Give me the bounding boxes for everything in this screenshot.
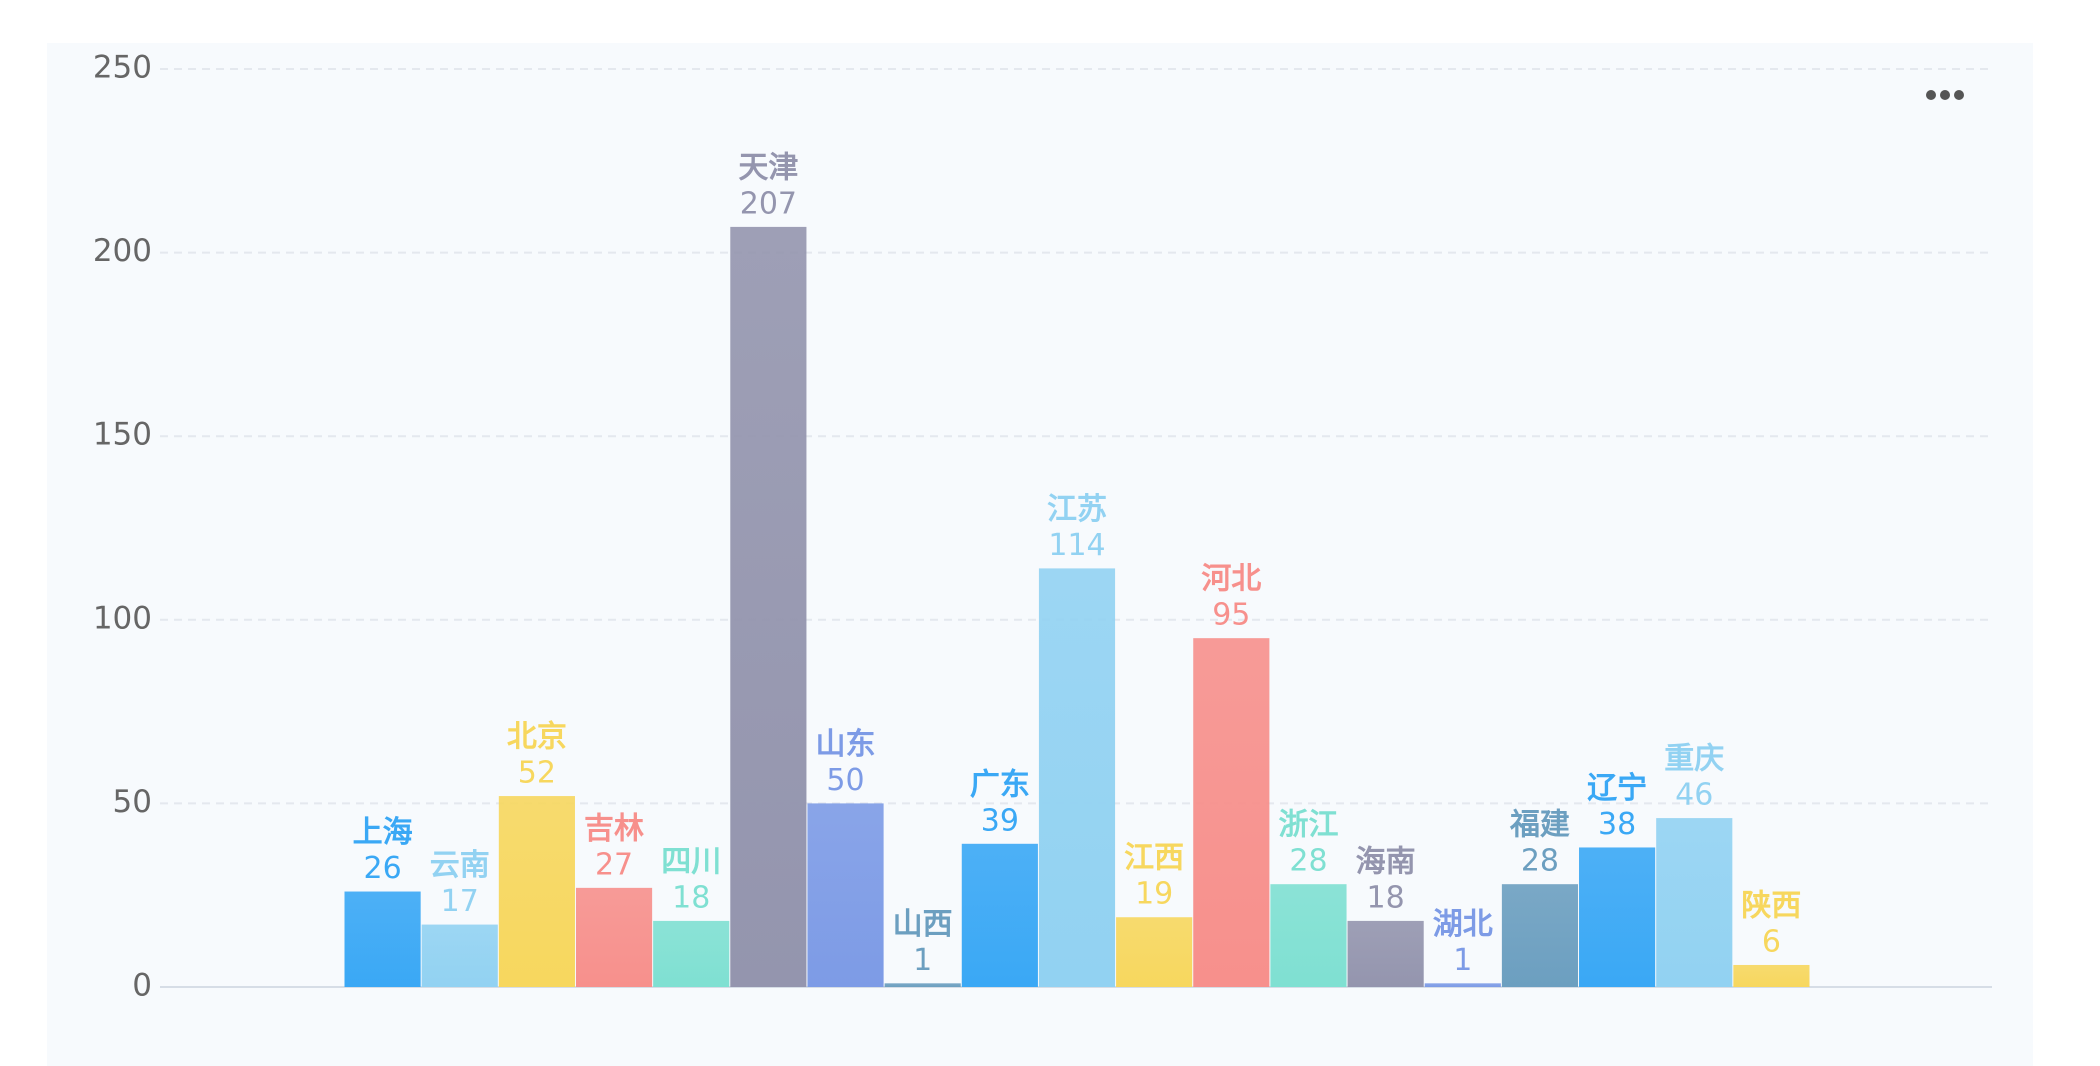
data-label-value: 27 [595,847,633,882]
bar [807,803,884,987]
data-label-name: 河北 [1201,562,1261,597]
y-tick-label: 100 [93,600,152,636]
data-label-name: 山西 [893,907,953,942]
data-label-value: 18 [672,880,710,915]
data-label-value: 1 [913,943,932,978]
data-label-value: 19 [1135,877,1173,912]
y-tick-label: 250 [93,50,152,86]
bar [1424,983,1501,987]
data-label-value: 18 [1367,880,1405,915]
bar [653,920,730,987]
bar [884,983,961,987]
y-tick-label: 150 [93,417,152,453]
bar [1038,568,1116,987]
data-label-name: 江苏 [1047,492,1107,527]
y-tick-label: 50 [113,784,152,820]
bar [1733,964,1810,987]
data-label-value: 39 [981,803,1019,838]
data-label-value: 17 [441,884,479,919]
bar [1656,818,1733,987]
bar [1501,884,1579,987]
data-label-name: 湖北 [1433,907,1493,942]
data-label-value: 1 [1453,943,1472,978]
bar [498,796,575,987]
data-label-value: 46 [1675,778,1713,813]
bar [344,891,421,987]
data-label-value: 50 [826,763,864,798]
y-tick-label: 0 [132,968,152,1004]
bar [961,843,1038,987]
data-label-name: 北京 [507,720,567,755]
data-label-name: 浙江 [1278,808,1338,843]
menu-dot [1926,90,1936,100]
data-label-name: 山东 [816,727,876,762]
data-label-name: 福建 [1509,808,1570,843]
data-label-name: 陕西 [1741,888,1801,923]
bar [421,924,498,987]
data-label-name: 云南 [430,848,490,883]
data-label-name: 吉林 [584,811,644,846]
menu-dot [1954,90,1964,100]
data-label-value: 114 [1048,528,1105,563]
data-label-value: 26 [363,851,401,886]
data-label-name: 天津 [738,150,798,185]
data-label-name: 海南 [1356,844,1416,879]
data-label-value: 28 [1521,844,1559,879]
menu-button[interactable] [1926,90,1964,100]
data-label-name: 重庆 [1664,742,1724,777]
data-label-value: 95 [1212,598,1250,633]
data-label-name: 上海 [353,815,413,850]
y-tick-label: 200 [93,233,152,269]
data-label-name: 江西 [1124,841,1184,876]
bar [1270,884,1347,987]
bar [1193,638,1270,987]
bar [1347,920,1424,987]
data-label-name: 辽宁 [1587,771,1647,806]
data-label-name: 广东 [970,767,1030,802]
data-label-value: 38 [1598,807,1636,842]
data-label-value: 28 [1289,844,1327,879]
bar [575,887,653,987]
data-label-value: 6 [1762,924,1781,959]
bar [1579,847,1656,987]
data-label-value: 52 [518,756,556,791]
data-label-name: 四川 [661,844,721,879]
data-label-value: 207 [740,186,797,221]
menu-dot [1940,90,1950,100]
bar [730,226,807,987]
bar [1116,917,1193,987]
